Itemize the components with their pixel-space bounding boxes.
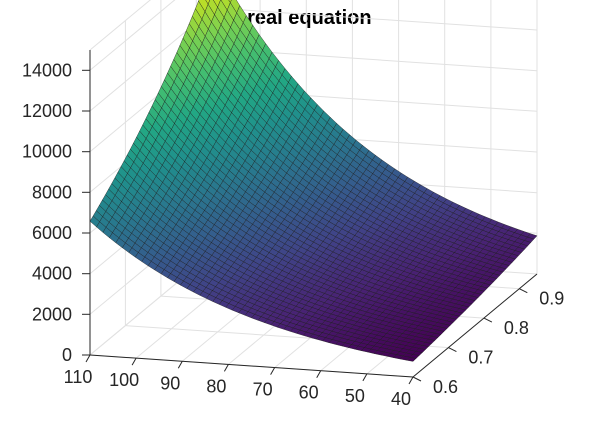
z-tick-label: 2000: [32, 304, 72, 324]
z-tick-label: 0: [62, 345, 72, 365]
x-axis-line: [89, 354, 414, 378]
z-tick-label: 12000: [22, 101, 72, 121]
x-tick-label: 70: [253, 380, 273, 400]
surface-cell: [406, 356, 417, 362]
x-tick-label: 80: [206, 376, 226, 396]
x-tick-mark: [316, 370, 322, 378]
x-tick-mark: [85, 354, 91, 363]
x-tick-mark: [270, 367, 276, 375]
z-tick-label: 8000: [32, 182, 72, 202]
x-tick-label: 90: [160, 373, 180, 393]
x-tick-mark: [177, 361, 183, 369]
grid-line-top: [89, 0, 151, 51]
axes: [82, 50, 538, 385]
y-tick-mark: [483, 317, 493, 323]
y-tick-label: 0.9: [539, 289, 564, 309]
z-tick-label: 14000: [22, 60, 72, 80]
z-tick-label: 6000: [32, 223, 72, 243]
y-tick-mark: [448, 347, 457, 353]
z-tick-label: 4000: [32, 264, 72, 284]
x-tick-mark: [362, 373, 368, 382]
y-axis-line: [412, 273, 538, 378]
x-tick-mark: [408, 376, 414, 385]
y-tick-label: 0.6: [433, 377, 458, 397]
grid-line-z: [89, 0, 176, 71]
x-tick-label: 40: [391, 389, 411, 409]
x-tick-mark: [223, 364, 229, 372]
tick-labels: 0 2000 4000 6000 8000 10000 12000 14000 110 100 90…: [22, 60, 564, 409]
y-tick-mark: [412, 376, 422, 382]
y-tick-mark: [519, 288, 528, 294]
x-tick-label: 60: [299, 383, 319, 403]
y-tick-label: 0.8: [504, 318, 529, 338]
surface-cell: [228, 0, 232, 4]
x-tick-label: 100: [109, 370, 139, 390]
x-tick-label: 110: [64, 367, 93, 387]
grid-line-z: [213, 7, 538, 31]
x-tick-label: 50: [345, 386, 365, 406]
z-tick-label: 10000: [22, 142, 72, 162]
y-tick-label: 0.7: [468, 348, 493, 368]
x-tick-mark: [131, 357, 137, 366]
surface: [89, 0, 538, 362]
